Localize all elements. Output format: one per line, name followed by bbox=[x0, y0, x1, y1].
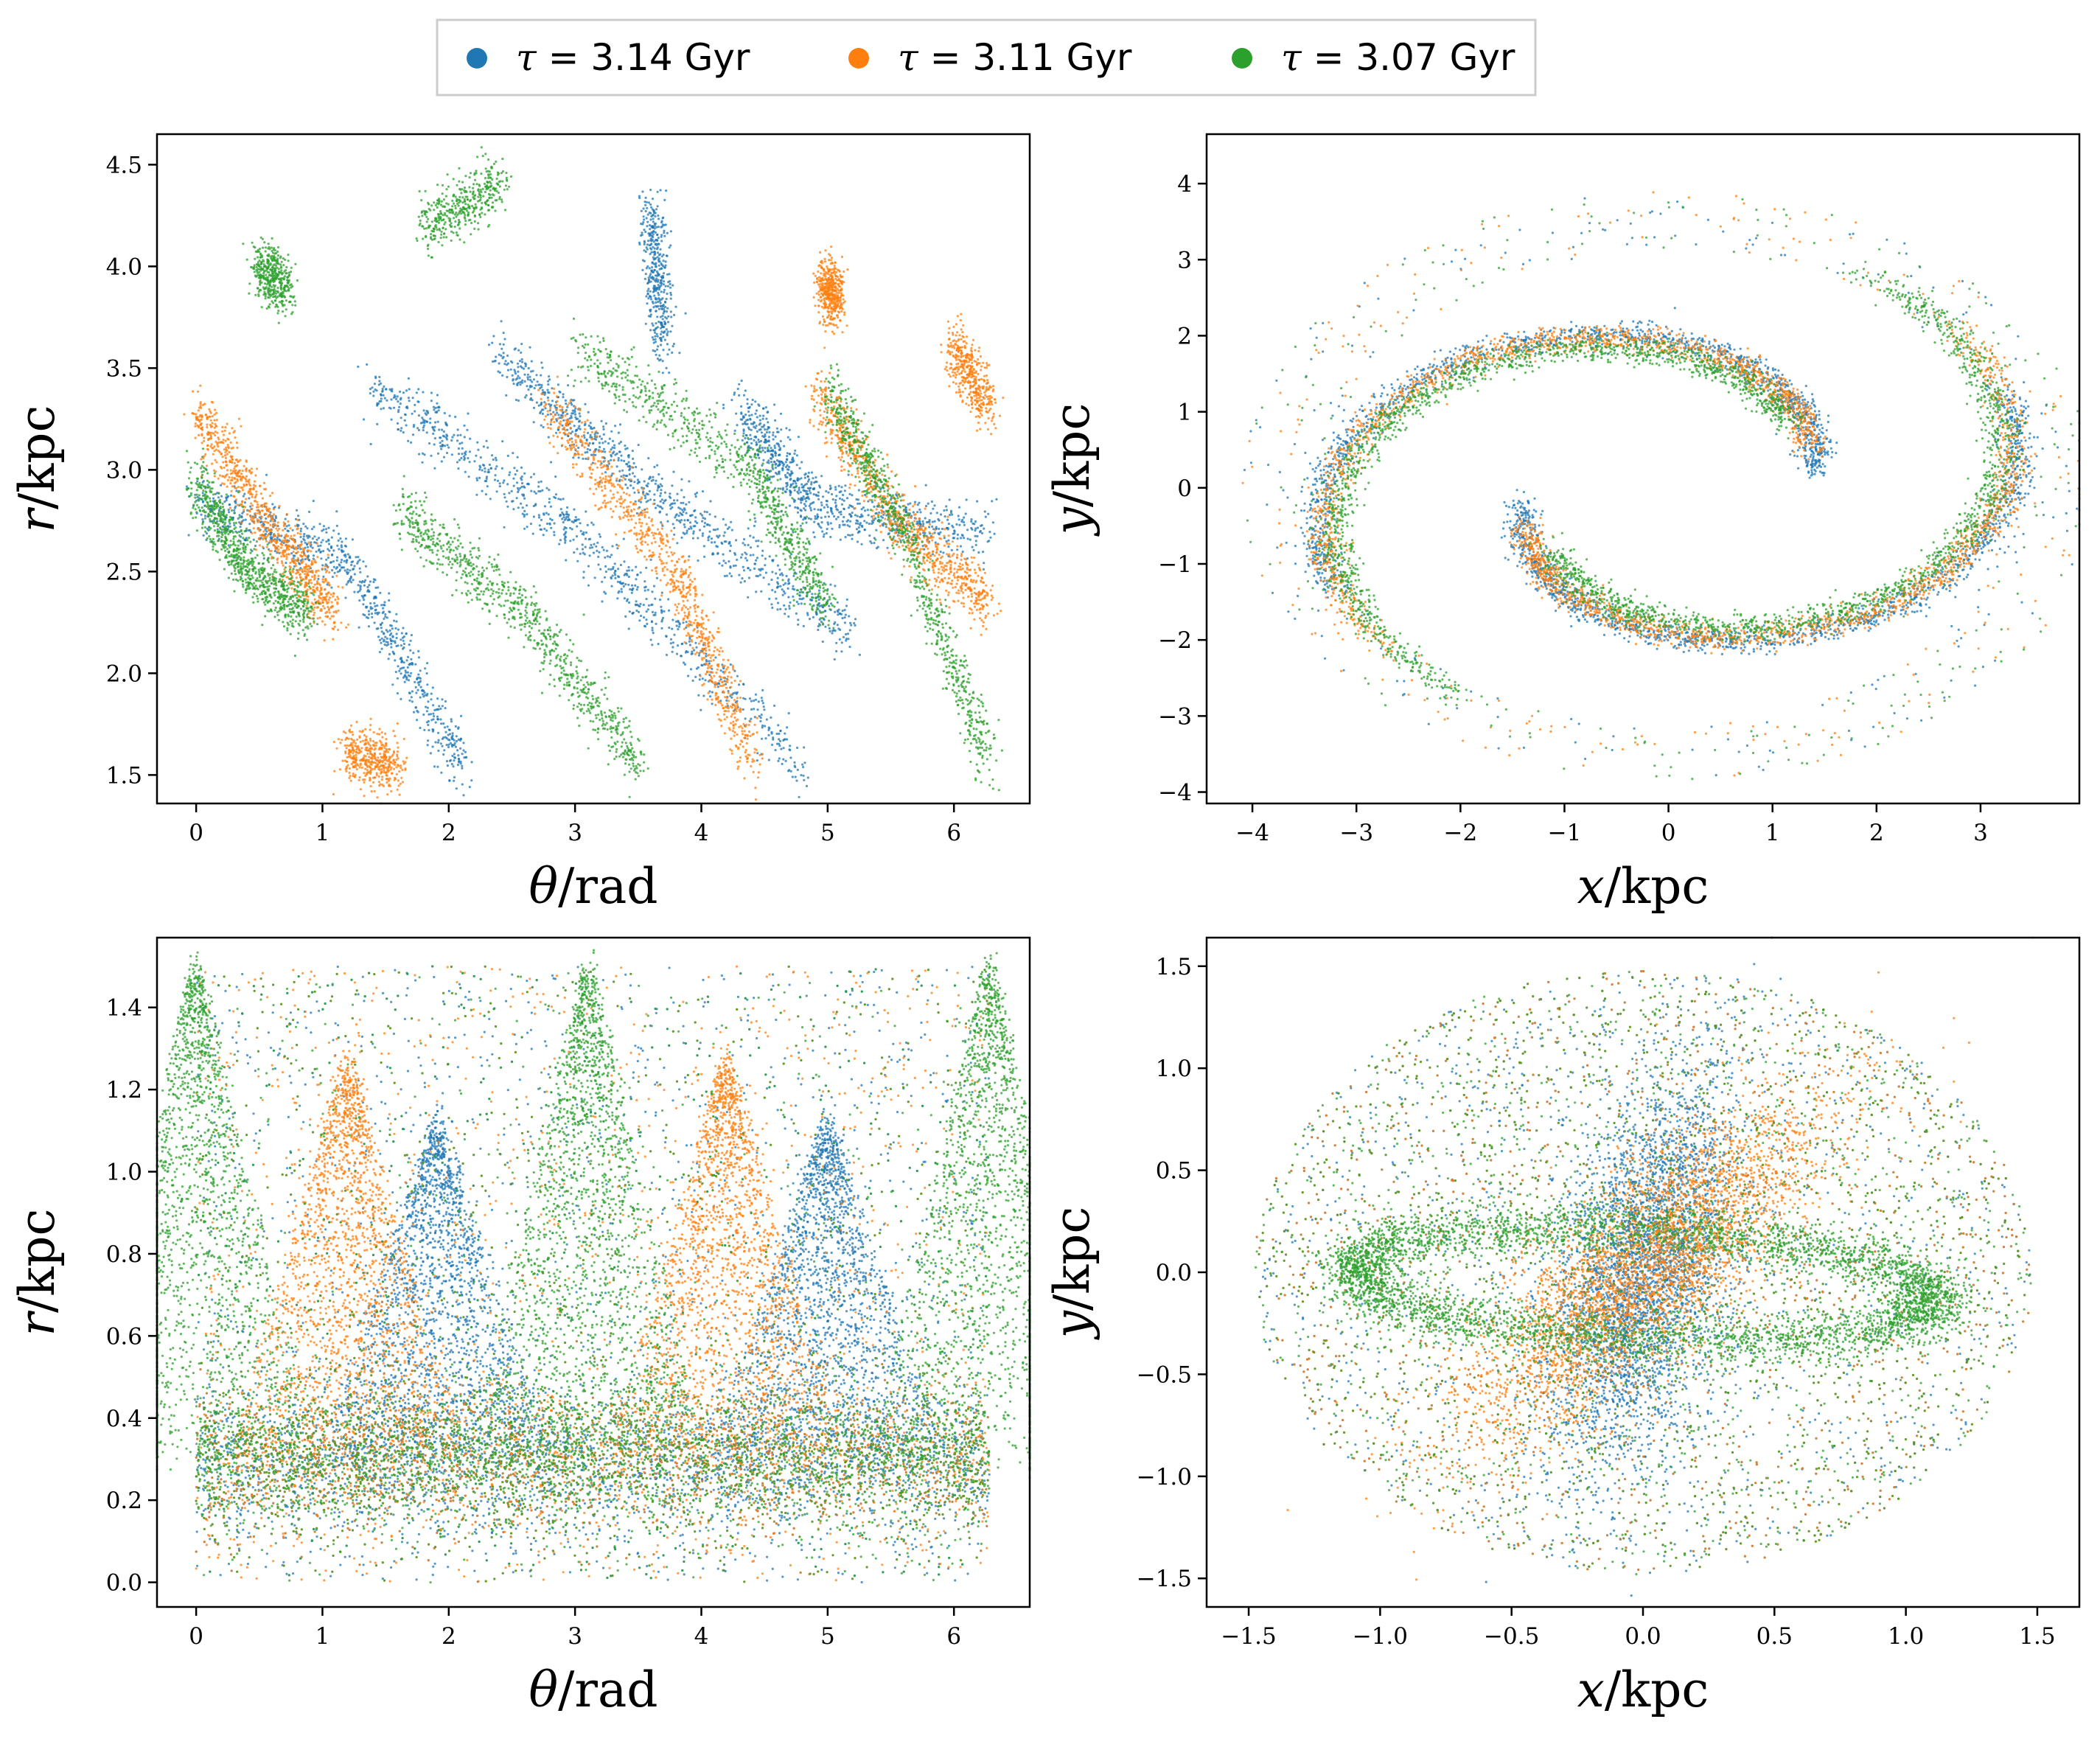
y-tick-label-bottom-left: 0.0 bbox=[106, 1570, 142, 1597]
y-tick-label-bottom-left: 1.0 bbox=[106, 1160, 142, 1186]
y-tick-label-top-right: 3 bbox=[1177, 247, 1192, 273]
x-tick-label-top-left: 2 bbox=[442, 820, 456, 846]
y-axis-label-top-left: r/kpc bbox=[9, 405, 66, 532]
x-tick-label-top-left: 0 bbox=[189, 820, 203, 846]
series-bottom-left-0 bbox=[195, 965, 991, 1583]
y-tick-label-top-left: 2.5 bbox=[106, 559, 142, 585]
x-tick-label-top-left: 6 bbox=[946, 820, 961, 846]
legend-label-orange: τ = 3.11 Gyr bbox=[898, 36, 1132, 79]
series-top-right-0 bbox=[1243, 198, 2081, 777]
x-tick-label-top-left: 5 bbox=[820, 820, 835, 846]
y-tick-label-bottom-left: 0.6 bbox=[106, 1323, 142, 1350]
x-tick-label-top-left: 1 bbox=[315, 820, 330, 846]
panel-top-left-r-vs-theta: 0 1 2 3 4 5 6 1.5 2.0 2.5 3.0 3.5 4.0 4.5 θ/rad r/kpc bbox=[9, 134, 1030, 915]
y-tick-label-top-right: −1 bbox=[1158, 551, 1192, 578]
y-tick-label-top-left: 3.0 bbox=[106, 457, 142, 484]
legend-marker-green bbox=[1232, 48, 1252, 69]
y-tick-label-top-right: 2 bbox=[1177, 323, 1192, 349]
x-tick-label-top-right: 3 bbox=[1973, 820, 1988, 846]
x-axis-label-bottom-left: θ/rad bbox=[529, 1661, 657, 1718]
x-axis-label-top-left: θ/rad bbox=[529, 858, 657, 915]
y-tick-label-bottom-right: −1.5 bbox=[1137, 1566, 1192, 1592]
y-tick-label-bottom-left: 0.8 bbox=[106, 1241, 142, 1268]
y-tick-label-bottom-right: 0.0 bbox=[1156, 1260, 1192, 1286]
legend-marker-blue bbox=[467, 48, 487, 69]
panel-top-right-y-vs-x: −4 −3 −2 −1 0 1 2 3 −4 −3 −2 −1 0 1 2 3 4 x/kpc y/kpc bbox=[1044, 134, 2081, 915]
y-tick-label-top-right: −2 bbox=[1158, 627, 1192, 654]
x-tick-label-bottom-right: −1.0 bbox=[1353, 1623, 1408, 1650]
x-tick-label-bottom-right: 1.0 bbox=[1888, 1623, 1924, 1650]
y-tick-label-bottom-left: 1.2 bbox=[106, 1077, 142, 1103]
y-tick-label-top-right: −4 bbox=[1158, 780, 1192, 806]
y-tick-label-bottom-right: 0.5 bbox=[1156, 1158, 1192, 1185]
y-tick-label-top-left: 4.5 bbox=[106, 152, 142, 178]
legend-marker-orange bbox=[848, 48, 869, 69]
x-tick-label-top-right: −4 bbox=[1235, 820, 1269, 846]
y-tick-label-top-left: 4.0 bbox=[106, 254, 142, 280]
x-tick-label-top-left: 4 bbox=[694, 820, 709, 846]
x-tick-label-bottom-left: 1 bbox=[315, 1623, 330, 1650]
x-tick-label-top-right: −3 bbox=[1339, 820, 1373, 846]
x-tick-label-bottom-right: −0.5 bbox=[1484, 1623, 1539, 1650]
x-tick-label-bottom-left: 3 bbox=[568, 1623, 582, 1650]
x-axis-label-bottom-right: x/kpc bbox=[1577, 1661, 1709, 1718]
x-tick-label-top-right: 0 bbox=[1661, 820, 1676, 846]
y-tick-label-top-left: 3.5 bbox=[106, 355, 142, 382]
y-tick-label-bottom-left: 0.4 bbox=[106, 1406, 142, 1432]
y-tick-label-top-right: −3 bbox=[1158, 703, 1192, 730]
y-tick-label-top-left: 2.0 bbox=[106, 660, 142, 687]
y-tick-label-top-right: 0 bbox=[1177, 475, 1192, 502]
figure: τ = 3.14 Gyr τ = 3.11 Gyr τ = 3.07 Gyr 0… bbox=[0, 0, 2100, 1747]
x-tick-label-bottom-left: 5 bbox=[820, 1623, 835, 1650]
x-tick-label-top-right: 2 bbox=[1869, 820, 1884, 846]
x-tick-label-bottom-left: 2 bbox=[442, 1623, 456, 1650]
y-tick-label-bottom-right: −1.0 bbox=[1137, 1464, 1192, 1490]
y-axis-label-top-right: y/kpc bbox=[1044, 403, 1100, 537]
y-axis-label-bottom-left: r/kpc bbox=[9, 1208, 66, 1336]
y-tick-label-bottom-right: −0.5 bbox=[1137, 1361, 1192, 1388]
legend-label-green: τ = 3.07 Gyr bbox=[1281, 36, 1515, 79]
x-tick-label-top-right: −2 bbox=[1443, 820, 1477, 846]
series-top-right-2 bbox=[1246, 198, 2081, 780]
x-tick-label-bottom-right: −1.5 bbox=[1221, 1623, 1276, 1650]
x-tick-label-bottom-left: 4 bbox=[694, 1623, 709, 1650]
y-tick-label-bottom-left: 1.4 bbox=[106, 995, 142, 1022]
x-tick-label-bottom-right: 0.0 bbox=[1625, 1623, 1661, 1650]
panel-bottom-right-y-vs-x: −1.5 −1.0 −0.5 0.0 0.5 1.0 1.5 −1.5 −1.0 −0.5 0.0 0… bbox=[1044, 936, 2079, 1718]
legend: τ = 3.14 Gyr τ = 3.11 Gyr τ = 3.07 Gyr bbox=[437, 20, 1535, 95]
x-tick-label-bottom-right: 1.5 bbox=[2019, 1623, 2055, 1650]
y-axis-label-bottom-right: y/kpc bbox=[1044, 1207, 1100, 1341]
x-tick-label-top-right: −1 bbox=[1548, 820, 1582, 846]
series-top-right-1 bbox=[1242, 191, 2081, 776]
x-tick-label-bottom-left: 6 bbox=[946, 1623, 961, 1650]
series-bottom-right-0 bbox=[1256, 936, 2031, 1597]
x-tick-label-top-left: 3 bbox=[568, 820, 582, 846]
y-tick-label-top-right: 4 bbox=[1177, 171, 1192, 198]
x-tick-label-bottom-right: 0.5 bbox=[1757, 1623, 1793, 1650]
y-tick-label-bottom-left: 0.2 bbox=[106, 1488, 142, 1514]
panel-bottom-left-r-vs-theta: 0 1 2 3 4 5 6 0.0 0.2 0.4 0.6 0.8 1.0 1.2 1.4 θ/rad r/kp… bbox=[9, 938, 1031, 1718]
series-top-left-2 bbox=[186, 146, 1003, 798]
x-tick-label-bottom-left: 0 bbox=[189, 1623, 203, 1650]
y-tick-label-top-right: 1 bbox=[1177, 400, 1192, 426]
legend-label-blue: τ = 3.14 Gyr bbox=[516, 36, 750, 79]
y-tick-label-bottom-right: 1.0 bbox=[1156, 1056, 1192, 1082]
y-tick-label-top-left: 1.5 bbox=[106, 762, 142, 789]
x-tick-label-top-right: 1 bbox=[1765, 820, 1780, 846]
y-tick-label-bottom-right: 1.5 bbox=[1156, 954, 1192, 980]
x-axis-label-top-right: x/kpc bbox=[1577, 858, 1709, 915]
